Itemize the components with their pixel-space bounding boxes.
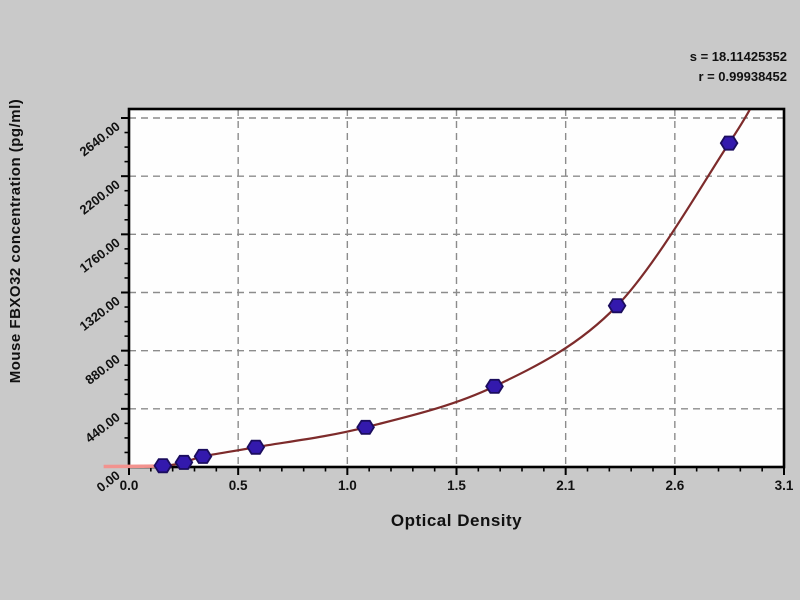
- y-tick-label: 1320.00: [77, 293, 123, 334]
- data-point: [485, 378, 504, 394]
- x-tick-label: 1.0: [338, 478, 357, 493]
- data-point: [607, 298, 627, 314]
- data-point: [174, 454, 194, 470]
- x-tick-label: 2.6: [665, 478, 684, 493]
- data-point: [356, 419, 375, 435]
- data-point: [153, 458, 173, 474]
- y-tick-label: 0.00: [94, 468, 123, 495]
- y-tick-label: 1760.00: [77, 235, 123, 276]
- plot-background: [129, 109, 784, 467]
- x-tick-label: 2.1: [556, 478, 575, 493]
- plot-frame: [127, 107, 786, 469]
- data-point: [193, 448, 213, 464]
- x-tick-label: 0.0: [120, 478, 139, 493]
- x-tick-label: 0.5: [229, 478, 248, 493]
- y-tick-label: 440.00: [82, 409, 123, 445]
- y-tick-label: 880.00: [82, 351, 123, 387]
- x-tick-label: 3.1: [775, 478, 794, 493]
- x-tick-label: 1.5: [447, 478, 466, 493]
- y-tick-label: 2200.00: [77, 177, 123, 218]
- fit-statistics: s = 18.11425352 r = 0.99938452: [690, 47, 787, 87]
- fit-parameter-s: s = 18.11425352: [689, 49, 787, 64]
- x-axis-title: Optical Density: [390, 511, 523, 530]
- fit-correlation-r: r = 0.99938452: [698, 69, 787, 84]
- y-tick-label: 2640.00: [77, 119, 123, 160]
- data-point: [719, 135, 739, 151]
- data-point: [246, 439, 266, 455]
